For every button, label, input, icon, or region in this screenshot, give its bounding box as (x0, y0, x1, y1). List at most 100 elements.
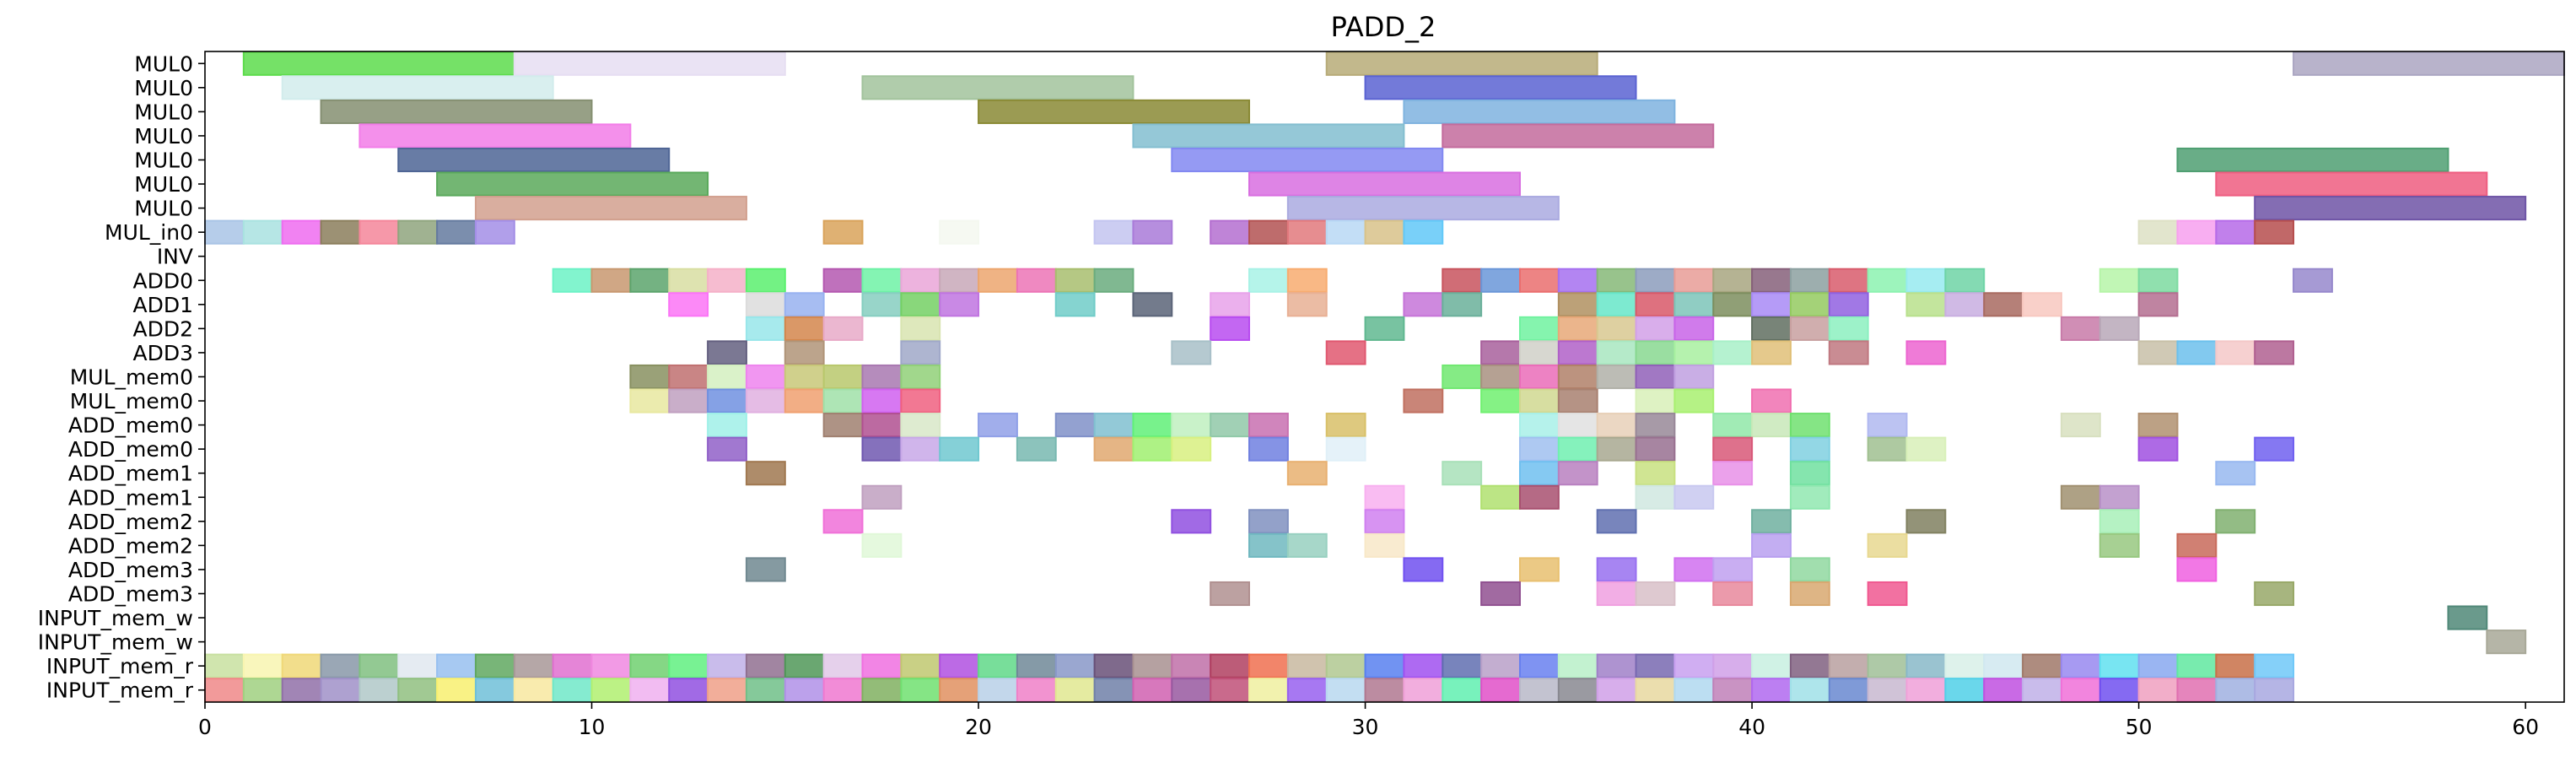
task-bar (629, 268, 671, 293)
task-bar (1210, 581, 1251, 607)
task-bar (1054, 292, 1096, 317)
task-bar (1518, 388, 1560, 413)
task-bar (1905, 509, 1947, 534)
task-bar (1635, 653, 1676, 678)
chart-title: PADD_2 (1331, 11, 1436, 43)
task-bar (668, 678, 709, 703)
task-bar (1480, 581, 1521, 607)
task-bar (745, 678, 786, 703)
task-bar (668, 388, 709, 413)
task-bar (1596, 678, 1637, 703)
task-bar (513, 51, 786, 76)
task-bar (1983, 653, 2024, 678)
task-bar (1248, 413, 1289, 438)
task-bar (1210, 219, 1251, 245)
task-bar (978, 413, 1018, 438)
task-bar (861, 364, 903, 390)
task-bar (1286, 678, 1328, 703)
task-bar (1518, 557, 1560, 582)
task-bar (1364, 75, 1637, 100)
task-bar (2254, 340, 2295, 365)
task-bar (2215, 340, 2256, 365)
task-bar (1210, 678, 1251, 703)
task-bar (707, 268, 747, 293)
task-bar (320, 678, 361, 703)
task-bar (204, 678, 245, 703)
task-bar (668, 364, 709, 390)
y-tick-label: INV (157, 245, 193, 269)
task-bar (900, 436, 941, 462)
task-bar (1518, 413, 1560, 438)
task-bar (2060, 413, 2101, 438)
task-bar (1751, 268, 1792, 293)
task-bar (707, 678, 747, 703)
task-bar (1751, 388, 1792, 413)
task-bar (2176, 147, 2449, 173)
task-bar (281, 75, 554, 100)
task-bar (2137, 413, 2179, 438)
task-bar (1480, 268, 1521, 293)
task-bar (2254, 581, 2295, 607)
task-bar (1712, 678, 1754, 703)
task-bar (1673, 388, 1715, 413)
task-bar (358, 653, 400, 678)
task-bar (1867, 653, 1908, 678)
task-bar (1286, 532, 1328, 558)
task-bar (978, 268, 1018, 293)
task-bar (978, 678, 1018, 703)
task-bar (784, 364, 825, 390)
task-bar (397, 653, 439, 678)
task-bar (1325, 340, 1366, 365)
task-bar (1132, 653, 1173, 678)
task-bar (2060, 653, 2101, 678)
task-bar (939, 436, 980, 462)
task-bar (281, 653, 322, 678)
task-bar (2137, 678, 2179, 703)
task-bar (1364, 484, 1405, 510)
task-bar (745, 461, 786, 486)
task-bar (2176, 532, 2218, 558)
task-bar (1364, 219, 1405, 245)
task-bar (978, 99, 1251, 124)
task-bar (1286, 268, 1328, 293)
task-bar (784, 316, 825, 341)
task-bar (1867, 678, 1908, 703)
task-bar (1635, 364, 1676, 390)
task-bar (707, 388, 747, 413)
task-bar (590, 268, 632, 293)
task-bar (668, 653, 709, 678)
y-tick-label: INPUT_mem_r (46, 678, 194, 703)
task-bar (745, 316, 786, 341)
task-bar (1712, 436, 1754, 462)
task-bar (1905, 678, 1947, 703)
task-bar (1054, 653, 1096, 678)
task-bar (2176, 653, 2218, 678)
task-bar (1518, 678, 1560, 703)
task-bar (1248, 171, 1521, 197)
x-tick-label: 20 (965, 715, 992, 739)
task-bar (204, 653, 245, 678)
task-bar (1518, 340, 1560, 365)
task-bar (2060, 678, 2101, 703)
y-tick-label: MUL0 (134, 100, 193, 124)
task-bar (1867, 581, 1908, 607)
task-bar (861, 484, 903, 510)
task-bar (1712, 292, 1754, 317)
task-bar (900, 340, 941, 365)
task-bar (1286, 292, 1328, 317)
task-bar (1596, 436, 1637, 462)
task-bar (1093, 436, 1134, 462)
task-bar (861, 268, 903, 293)
task-bar (1132, 678, 1173, 703)
task-bar (861, 436, 903, 462)
task-bar (2022, 653, 2062, 678)
task-bar (1248, 678, 1289, 703)
task-bar (745, 268, 786, 293)
task-bar (668, 292, 709, 317)
x-tick-label: 40 (1738, 715, 1765, 739)
task-bar (1983, 678, 2024, 703)
task-bar (1403, 678, 1444, 703)
task-bar (2215, 509, 2256, 534)
task-bar (1712, 413, 1754, 438)
task-bar (2215, 678, 2256, 703)
